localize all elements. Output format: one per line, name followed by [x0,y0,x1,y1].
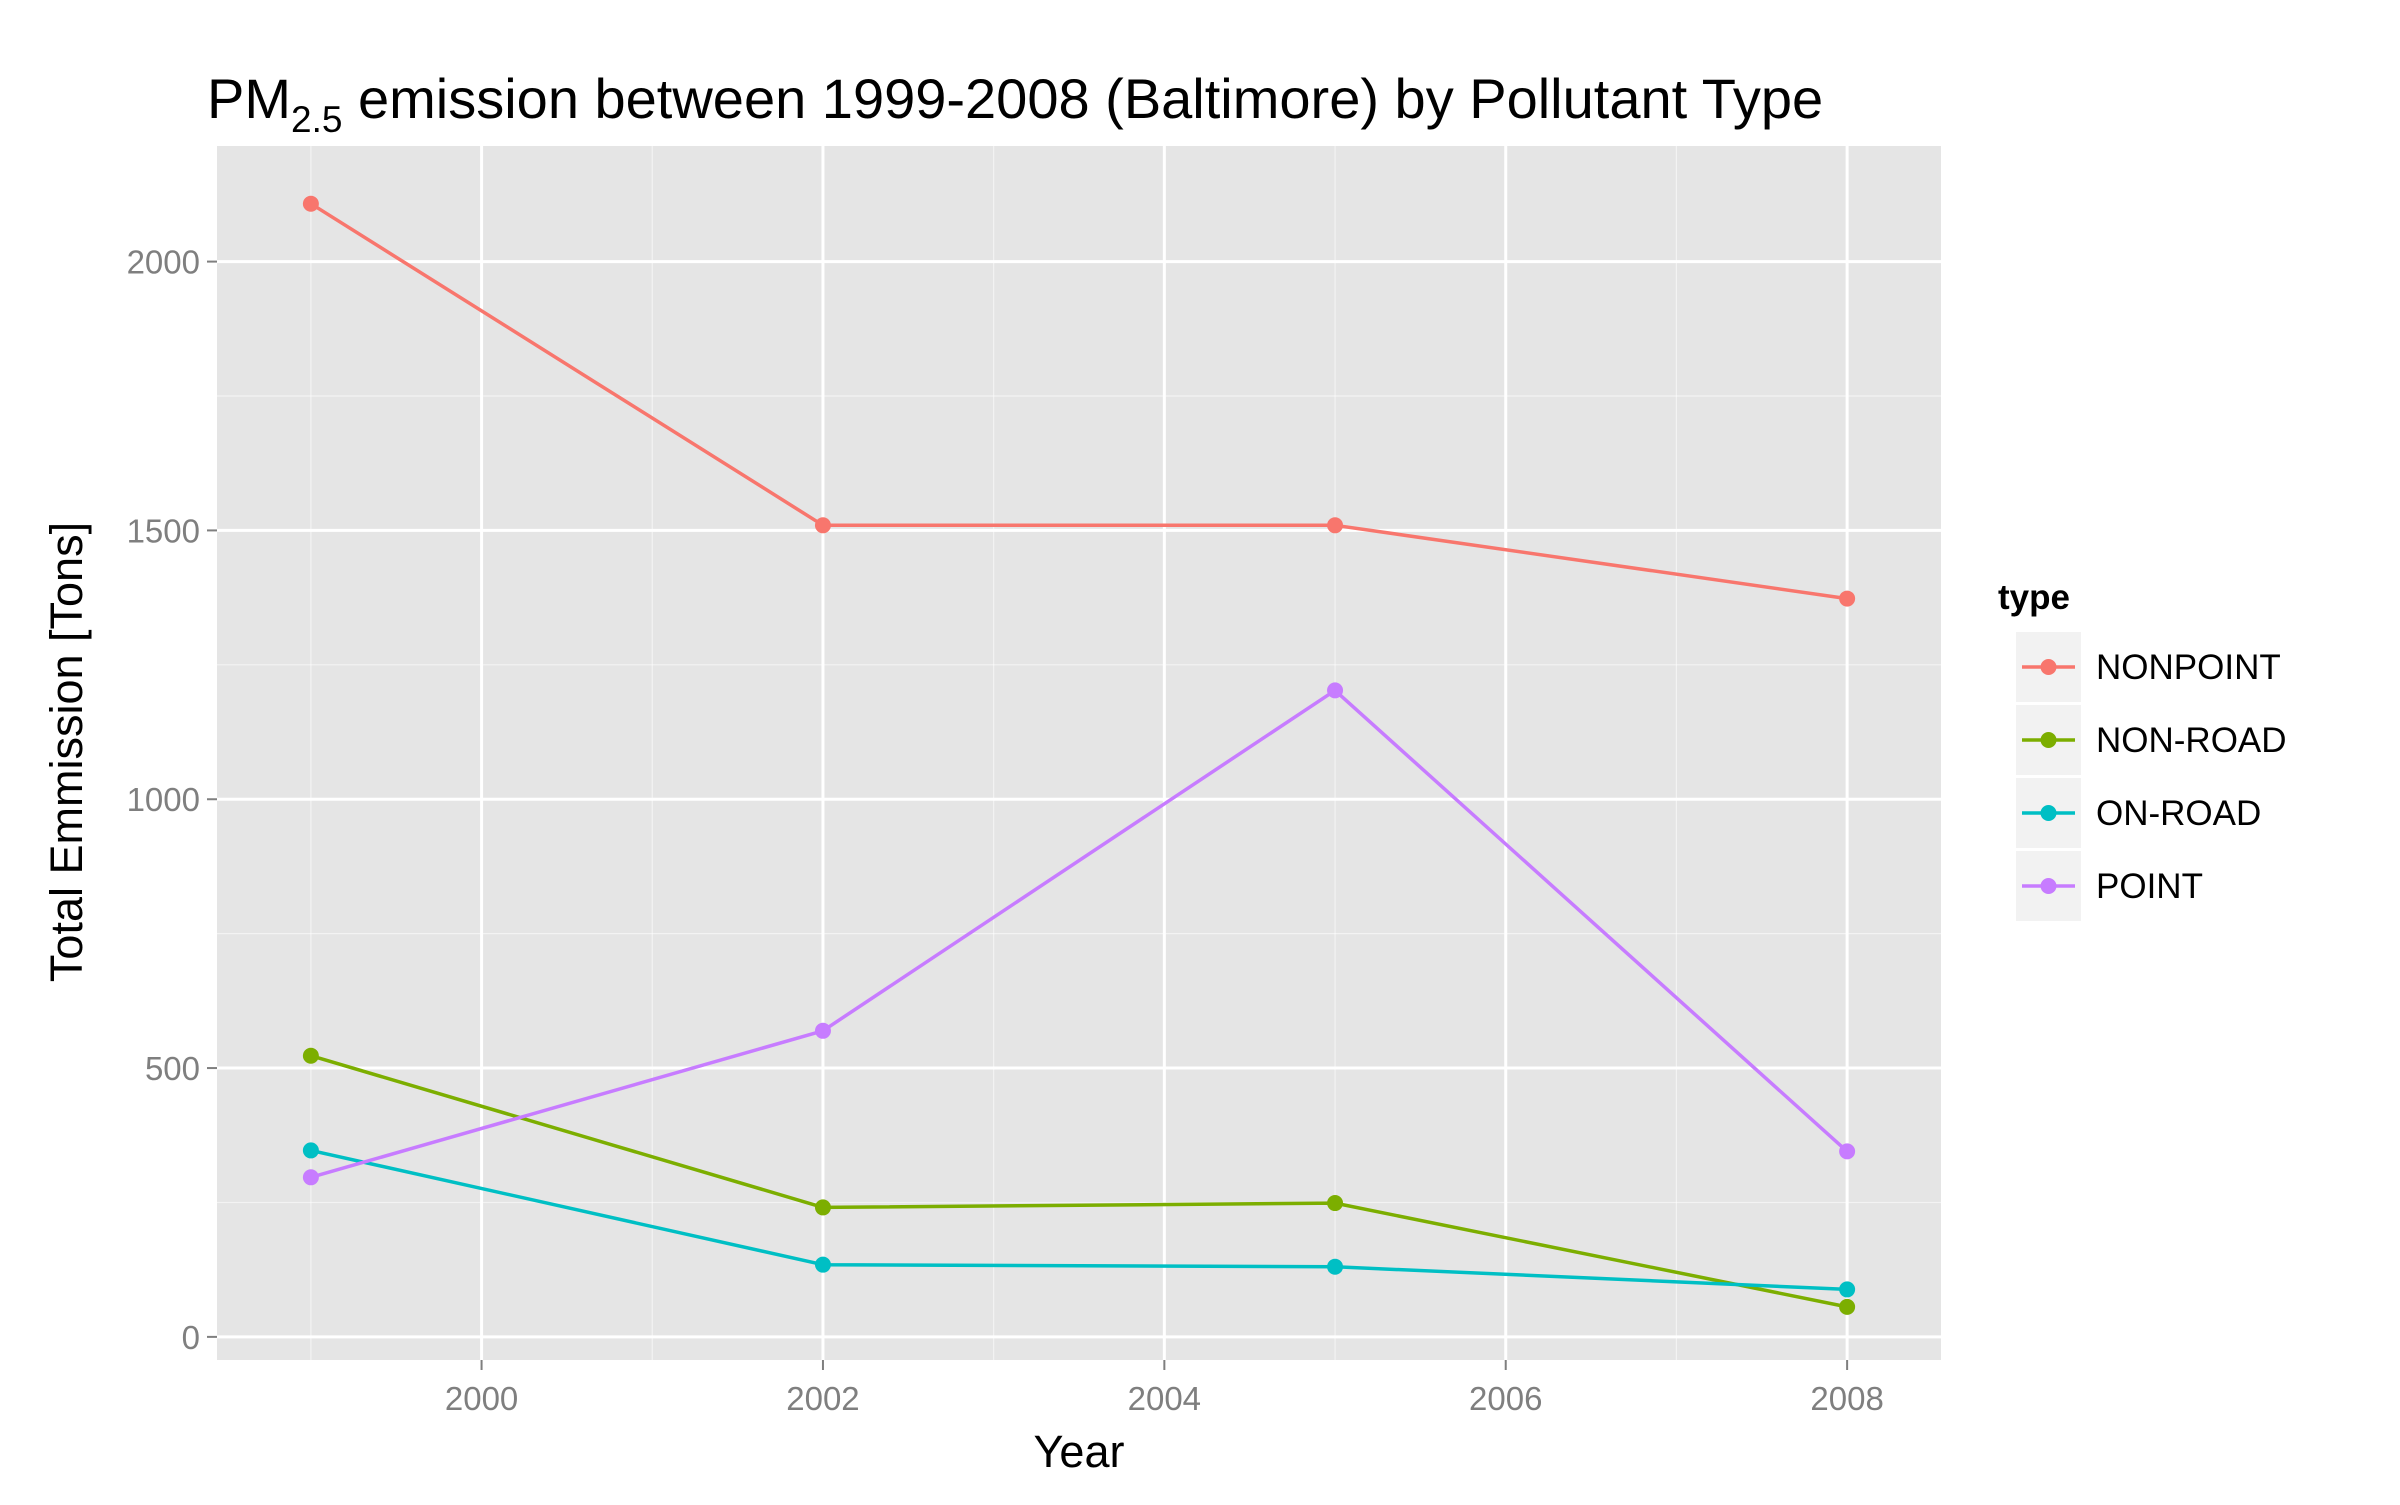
series-line-on-road [309,1148,1849,1292]
series-line-point [309,688,1849,1180]
legend-key-point-point [2040,878,2057,894]
data-point-non-road [302,1047,319,1064]
axes: 2000 2002 2004 2006 2008 0 500 1000 1500 2000 [127,244,1884,1417]
data-point-nonpoint [1839,590,1856,607]
legend-label-on-road: ON-ROAD [2096,794,2261,833]
data-point-on-road [1839,1281,1856,1298]
legend-title: type [1998,578,2070,617]
series-points [302,195,1856,1315]
x-tick-label: 2006 [1469,1380,1542,1417]
legend-label-non-road: NON-ROAD [2096,721,2287,760]
x-tick-label: 2008 [1810,1380,1883,1417]
data-point-point [814,1022,831,1039]
data-point-on-road [302,1142,319,1159]
data-point-on-road [1327,1258,1344,1275]
chart-title-main: PM [207,67,291,130]
data-point-on-road [814,1256,831,1273]
series-line-non-road [309,1053,1849,1309]
panel-background [217,146,1941,1360]
legend-label-nonpoint: NONPOINT [2096,648,2281,687]
chart-title: PM2.5 emission between 1999-2008 (Baltim… [207,67,1823,140]
series-line-nonpoint [309,201,1849,601]
x-tick-label: 2004 [1128,1380,1201,1417]
x-tick-label: 2002 [786,1380,859,1417]
legend-label-point: POINT [2096,867,2203,906]
x-axis-title: Year [1034,1426,1125,1477]
chart-title-rest: emission between 1999-2008 (Baltimore) b… [342,67,1823,130]
data-point-nonpoint [1327,517,1344,534]
chart-title-subscript: 2.5 [291,99,342,140]
y-tick-label: 500 [145,1050,200,1087]
y-tick-label: 2000 [127,244,200,281]
legend-key-point-nonpoint [2040,659,2057,675]
legend-key-point-non-road [2040,732,2057,748]
data-point-nonpoint [302,195,319,212]
data-point-non-road [814,1199,831,1216]
data-point-non-road [1839,1298,1856,1315]
x-tick-label: 2000 [445,1380,518,1417]
data-point-nonpoint [814,517,831,534]
data-point-non-road [1327,1195,1344,1212]
data-point-point [1327,682,1344,699]
major-gridlines [217,146,1941,1360]
y-axis-title: Total Emmission [Tons] [41,522,92,982]
data-point-point [302,1169,319,1186]
plot-panel [217,146,1941,1360]
legend: type NONPOINT NON-ROAD ON-ROAD POINT [1998,578,2287,921]
series-lines [309,201,1849,1309]
y-tick-label: 0 [182,1319,200,1356]
y-tick-label: 1000 [127,781,200,818]
legend-key-point-on-road [2040,805,2057,821]
data-point-point [1839,1143,1856,1160]
minor-gridlines [217,146,1941,1360]
y-tick-label: 1500 [127,512,200,549]
